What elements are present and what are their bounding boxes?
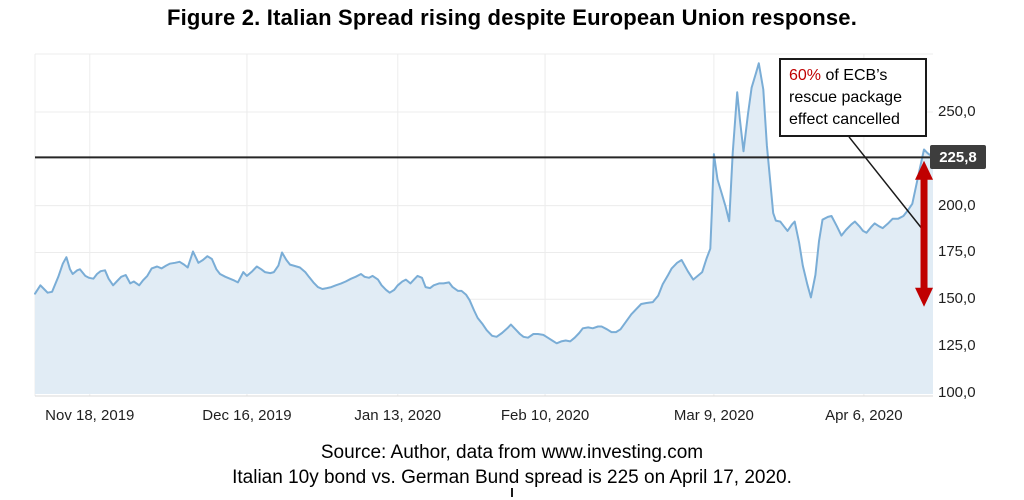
y-tick-label: 125,0	[938, 337, 976, 355]
y-tick-label: 200,0	[938, 196, 976, 214]
source-line: Source: Author, data from www.investing.…	[320, 442, 704, 463]
caption-line: Italian 10y bond vs. German Bund spread …	[232, 467, 792, 488]
annotation-callout-box: 60% of ECB’s rescue package effect cance…	[779, 58, 927, 137]
x-tick-label: Mar 9, 2020	[673, 407, 754, 424]
annotation-line1: of ECB’s	[821, 67, 888, 84]
y-tick-label: 150,0	[938, 290, 976, 308]
x-tick-label: Apr 6, 2020	[825, 407, 903, 424]
annotation-line3: effect cancelled	[789, 111, 900, 128]
text-cursor-mark	[511, 488, 513, 497]
y-tick-label: 250,0	[938, 103, 976, 120]
x-tick-label: Feb 10, 2020	[500, 407, 590, 424]
rescue-package-arrow	[915, 160, 934, 307]
figure-title: Figure 2. Italian Spread rising despite …	[166, 5, 858, 30]
spread-line	[34, 62, 934, 345]
annotation-highlight: 60%	[789, 67, 822, 84]
x-tick-label: Dec 16, 2019	[202, 407, 292, 424]
x-tick-label: Jan 13, 2020	[354, 407, 442, 424]
x-tick-label: Nov 18, 2019	[45, 407, 135, 424]
y-tick-label: 175,0	[938, 243, 976, 261]
annotation-line2: rescue package	[789, 89, 902, 106]
y-tick-label: 100,0	[938, 383, 976, 401]
annotation-leader-line	[848, 136, 924, 231]
spread-area-fill	[35, 63, 933, 395]
threshold-value-badge: 225,8	[930, 145, 986, 170]
